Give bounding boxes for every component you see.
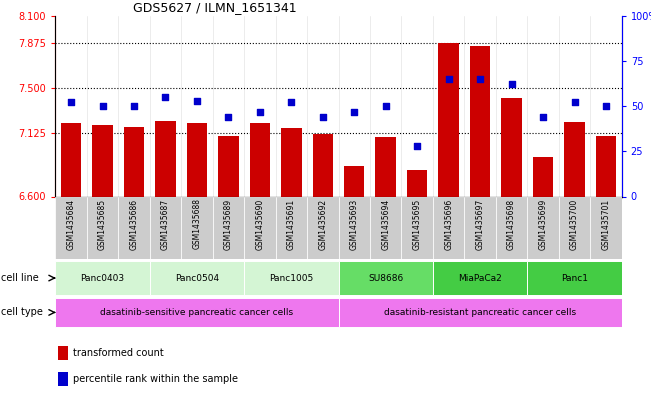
- Point: [286, 99, 296, 106]
- Text: transformed count: transformed count: [74, 348, 164, 358]
- Bar: [590, 196, 622, 259]
- Bar: [275, 196, 307, 259]
- Text: GSM1435700: GSM1435700: [570, 198, 579, 250]
- Bar: [407, 170, 428, 196]
- Text: percentile rank within the sample: percentile rank within the sample: [74, 374, 238, 384]
- Text: GSM1435698: GSM1435698: [507, 198, 516, 250]
- Bar: [339, 196, 370, 259]
- Bar: [87, 196, 118, 259]
- Text: GSM1435691: GSM1435691: [287, 198, 296, 250]
- Bar: [433, 261, 527, 295]
- Bar: [124, 127, 145, 196]
- Text: dasatinib-sensitive pancreatic cancer cells: dasatinib-sensitive pancreatic cancer ce…: [100, 308, 294, 317]
- Bar: [344, 166, 365, 196]
- Point: [129, 103, 139, 109]
- Bar: [307, 196, 339, 259]
- Bar: [58, 346, 68, 360]
- Bar: [339, 298, 622, 327]
- Text: Panc1: Panc1: [561, 274, 588, 283]
- Bar: [433, 196, 464, 259]
- Bar: [55, 261, 150, 295]
- Bar: [244, 196, 275, 259]
- Bar: [150, 261, 244, 295]
- Point: [349, 108, 359, 115]
- Text: GSM1435696: GSM1435696: [444, 198, 453, 250]
- Bar: [464, 196, 496, 259]
- Point: [412, 143, 422, 149]
- Text: GSM1435687: GSM1435687: [161, 198, 170, 250]
- Bar: [181, 196, 213, 259]
- Bar: [55, 196, 87, 259]
- Text: GSM1435688: GSM1435688: [193, 198, 201, 250]
- Text: Panc1005: Panc1005: [270, 274, 313, 283]
- Point: [475, 76, 485, 82]
- Point: [443, 76, 454, 82]
- Text: GSM1435686: GSM1435686: [130, 198, 139, 250]
- Bar: [596, 136, 616, 196]
- Text: GSM1435684: GSM1435684: [66, 198, 76, 250]
- Bar: [376, 138, 396, 196]
- Bar: [438, 44, 459, 196]
- Bar: [470, 46, 490, 196]
- Text: GSM1435697: GSM1435697: [476, 198, 484, 250]
- Text: GSM1435692: GSM1435692: [318, 198, 327, 250]
- Text: Panc0403: Panc0403: [81, 274, 124, 283]
- Text: GSM1435689: GSM1435689: [224, 198, 233, 250]
- Point: [191, 97, 202, 104]
- Text: Panc0504: Panc0504: [175, 274, 219, 283]
- Text: dasatinib-resistant pancreatic cancer cells: dasatinib-resistant pancreatic cancer ce…: [384, 308, 576, 317]
- Bar: [249, 123, 270, 196]
- Point: [506, 81, 517, 88]
- Text: cell line: cell line: [1, 273, 39, 283]
- Bar: [150, 196, 181, 259]
- Point: [318, 114, 328, 120]
- Text: SU8686: SU8686: [368, 274, 404, 283]
- Bar: [213, 196, 244, 259]
- Bar: [155, 121, 176, 196]
- Bar: [496, 196, 527, 259]
- Text: GDS5627 / ILMN_1651341: GDS5627 / ILMN_1651341: [133, 1, 297, 14]
- Bar: [218, 136, 239, 196]
- Bar: [527, 196, 559, 259]
- Bar: [92, 125, 113, 196]
- Point: [569, 99, 579, 106]
- Text: cell type: cell type: [1, 307, 43, 318]
- Point: [538, 114, 548, 120]
- Bar: [281, 128, 301, 196]
- Bar: [564, 122, 585, 196]
- Text: GSM1435695: GSM1435695: [413, 198, 422, 250]
- Text: GSM1435685: GSM1435685: [98, 198, 107, 250]
- Bar: [559, 196, 590, 259]
- Point: [255, 108, 265, 115]
- Bar: [527, 261, 622, 295]
- Bar: [312, 134, 333, 196]
- Point: [380, 103, 391, 109]
- Text: GSM1435699: GSM1435699: [538, 198, 547, 250]
- Point: [160, 94, 171, 100]
- Text: GSM1435690: GSM1435690: [255, 198, 264, 250]
- Text: GSM1435694: GSM1435694: [381, 198, 390, 250]
- Bar: [533, 157, 553, 196]
- Bar: [339, 261, 433, 295]
- Bar: [370, 196, 402, 259]
- Bar: [402, 196, 433, 259]
- Bar: [501, 98, 522, 196]
- Text: GSM1435693: GSM1435693: [350, 198, 359, 250]
- Text: MiaPaCa2: MiaPaCa2: [458, 274, 502, 283]
- Bar: [244, 261, 339, 295]
- Point: [601, 103, 611, 109]
- Point: [66, 99, 76, 106]
- Bar: [55, 298, 339, 327]
- Bar: [58, 371, 68, 386]
- Text: GSM1435701: GSM1435701: [602, 198, 611, 250]
- Bar: [61, 123, 81, 196]
- Point: [97, 103, 107, 109]
- Bar: [118, 196, 150, 259]
- Point: [223, 114, 234, 120]
- Bar: [187, 123, 207, 196]
